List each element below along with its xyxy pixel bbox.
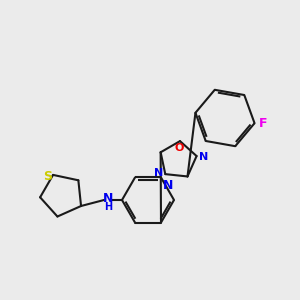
Text: S: S [44,170,52,183]
Text: F: F [259,117,267,130]
Text: H: H [104,202,112,212]
Text: N: N [103,191,113,205]
Text: O: O [174,143,184,153]
Text: N: N [154,168,163,178]
Text: N: N [199,152,208,162]
Text: N: N [163,179,173,193]
